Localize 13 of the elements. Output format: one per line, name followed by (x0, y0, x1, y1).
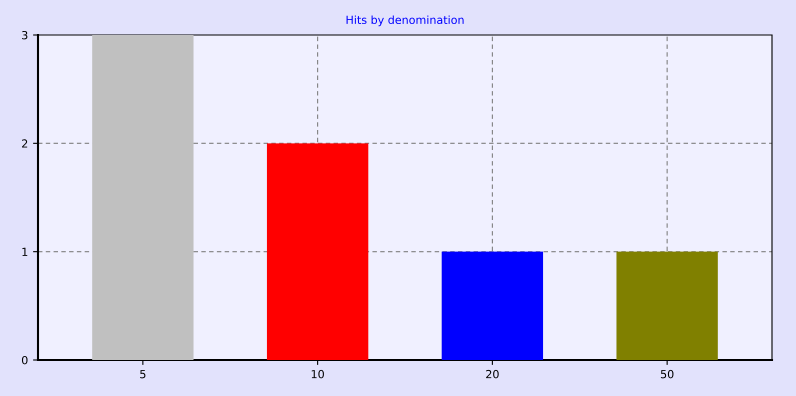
bar (266, 143, 368, 360)
x-tick-label: 10 (312, 370, 324, 378)
y-tick-label: 2 (22, 139, 28, 148)
bar (442, 252, 544, 360)
bar (92, 35, 194, 360)
chart-title: Hits by denomination (346, 15, 464, 26)
y-tick-label: 1 (22, 248, 28, 256)
y-tick-label: 0 (22, 356, 28, 364)
x-tick-label: 50 (660, 370, 674, 378)
bar (616, 252, 718, 360)
y-tick-label: 3 (22, 30, 28, 40)
x-tick-label: 5 (140, 370, 146, 378)
x-tick-label: 20 (486, 370, 499, 378)
